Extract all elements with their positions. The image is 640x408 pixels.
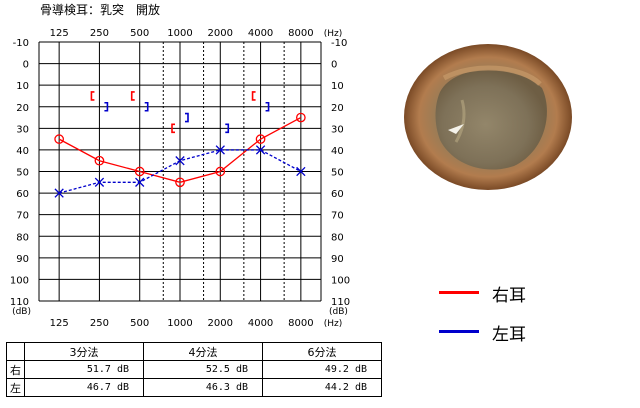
y-tick-label-right: 20 [331, 103, 344, 114]
x-tick-label-bottom: 8000 [288, 318, 313, 329]
x-tick-label-bottom: 4000 [248, 318, 273, 329]
table-header-3: 3分法 [24, 342, 144, 361]
bone-marker-right [171, 123, 175, 134]
data-point-left [94, 177, 105, 187]
x-tick-label-bottom: 500 [130, 318, 149, 329]
x-tick-label-top: 8000 [288, 28, 313, 39]
left-3: 46.7 dB [24, 378, 144, 397]
right-4: 52.5 dB [143, 360, 263, 379]
legend-line-right [439, 291, 479, 294]
y-tick-label-right: 10 [331, 81, 344, 92]
row-label-left: 左 [6, 378, 25, 397]
y-tick-label-left: 10 [16, 81, 29, 92]
data-point-right [215, 166, 226, 177]
x-tick-label-top: 125 [50, 28, 69, 39]
x-tick-label-bottom: 1000 [167, 318, 192, 329]
left-4: 46.3 dB [143, 378, 263, 397]
right-6: 49.2 dB [262, 360, 382, 379]
y-tick-label-right: 70 [331, 211, 344, 222]
data-point-right [134, 166, 145, 177]
y-tick-label-right: -10 [331, 38, 347, 49]
series-line-0 [58, 116, 302, 183]
table-row-left: 左 46.7 dB 46.3 dB 44.2 dB [6, 378, 382, 397]
table-header-4: 4分法 [143, 342, 263, 361]
legend-label-left: 左耳 [492, 325, 526, 345]
bone-marker-left [225, 123, 230, 134]
bone-marker-right [130, 91, 135, 101]
y-tick-label-right: 0 [331, 60, 337, 71]
right-3: 51.7 dB [24, 360, 144, 379]
legend-label-right: 右耳 [492, 286, 526, 306]
row-label-right: 右 [6, 360, 25, 379]
data-point-right [255, 134, 266, 144]
x-tick-label-bottom: 2000 [208, 318, 233, 329]
x-tick-label-bottom: 125 [50, 318, 69, 329]
x-unit-top: (Hz) [324, 29, 343, 39]
y-tick-label-left: 20 [16, 103, 29, 114]
x-unit-bottom: (Hz) [324, 319, 343, 329]
table-header-6: 6分法 [262, 342, 382, 361]
data-point-left [135, 177, 145, 187]
x-tick-label-top: 4000 [248, 28, 273, 39]
data-point-left [255, 145, 266, 155]
average-table: 3分法 4分法 6分法 右 51.7 dB 52.5 dB 49.2 dB 左 … [6, 342, 382, 397]
y-tick-label-right: 40 [331, 146, 344, 157]
y-unit-left: (dB) [12, 307, 31, 317]
y-tick-label-left: 80 [16, 232, 29, 243]
data-point-left [54, 188, 64, 198]
y-tick-label-left: 50 [16, 168, 29, 179]
bone-marker-left [144, 101, 149, 112]
y-tick-label-right: 30 [331, 124, 344, 135]
bone-marker-left [265, 101, 270, 112]
x-tick-label-bottom: 250 [90, 318, 109, 329]
data-point-right [94, 155, 105, 166]
data-point-left [175, 156, 185, 166]
legend-line-left [439, 330, 479, 333]
y-tick-label-left: 30 [16, 124, 29, 135]
y-tick-label-right: 90 [331, 254, 344, 265]
table-row-right: 右 51.7 dB 52.5 dB 49.2 dB [6, 360, 382, 379]
y-tick-label-left: 110 [10, 297, 29, 308]
data-point-right [296, 112, 306, 123]
left-6: 44.2 dB [262, 378, 382, 397]
data-point-left [215, 145, 225, 155]
eardrum-photo [404, 44, 572, 190]
y-tick-label-left: 40 [16, 146, 29, 157]
y-tick-label-right: 50 [331, 168, 344, 179]
x-tick-label-top: 500 [130, 28, 149, 39]
y-tick-label-left: -10 [13, 38, 29, 49]
y-tick-label-right: 60 [331, 189, 344, 200]
data-point-right [175, 177, 185, 188]
y-tick-label-left: 0 [23, 60, 29, 71]
y-tick-label-left: 90 [16, 254, 29, 265]
table-header-row: 3分法 4分法 6分法 [6, 342, 382, 361]
bone-marker-left [185, 112, 189, 123]
data-point-left [296, 166, 306, 177]
bone-marker-right [251, 91, 256, 101]
y-tick-label-left: 60 [16, 189, 29, 200]
x-tick-label-top: 2000 [208, 28, 233, 39]
y-tick-label-right: 110 [331, 297, 350, 308]
x-tick-label-top: 250 [90, 28, 109, 39]
y-unit-right: (dB) [329, 307, 348, 317]
chart-title: 骨導検耳：乳突 開放 [40, 3, 161, 17]
y-tick-label-left: 70 [16, 211, 29, 222]
bone-marker-left [104, 101, 109, 112]
bone-marker-right [90, 91, 95, 101]
y-tick-label-right: 100 [331, 275, 350, 286]
x-tick-label-top: 1000 [167, 28, 192, 39]
y-tick-label-right: 80 [331, 232, 344, 243]
table-corner [6, 342, 25, 361]
data-point-right [54, 134, 64, 144]
y-tick-label-left: 100 [10, 275, 29, 286]
